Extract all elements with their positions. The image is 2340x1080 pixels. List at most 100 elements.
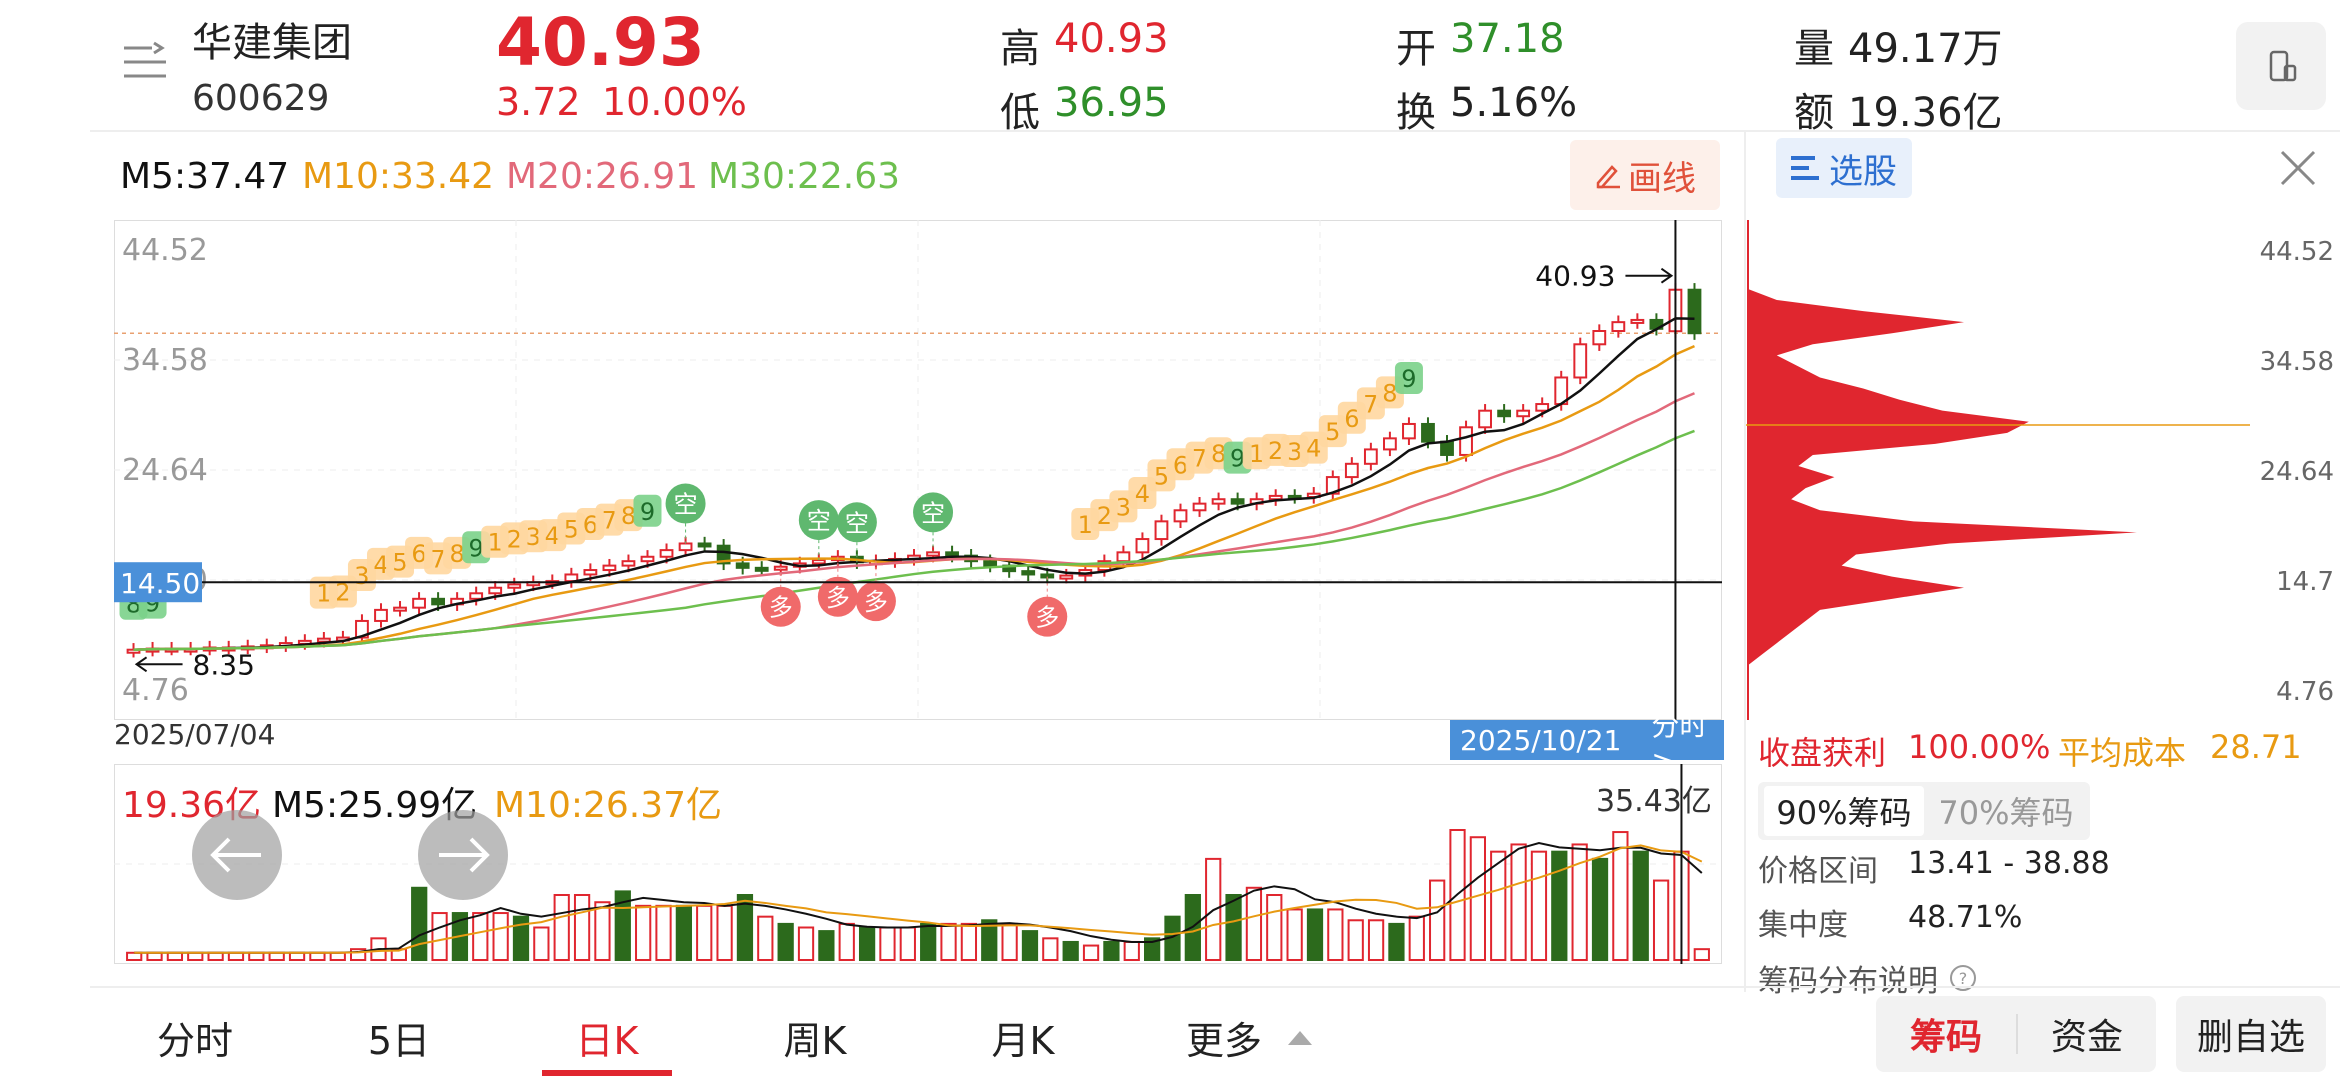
volume-bar: [736, 894, 754, 961]
chip-distribution-chart: 44.52 34.58 24.64 14.7 4.76: [1746, 220, 2334, 720]
tab-weekly-k[interactable]: 周K: [783, 1019, 847, 1063]
volume-chart[interactable]: [114, 764, 1722, 964]
volume-bar: [797, 926, 815, 961]
candle: [659, 549, 674, 558]
menu-icon[interactable]: [122, 40, 168, 84]
candle: [1116, 551, 1131, 563]
cursor-date-bar[interactable]: 2025/10/21 分时 >: [1450, 709, 1724, 777]
candlestick-chart[interactable]: 44.5234.5824.6414.704.768912345678912345…: [114, 220, 1722, 720]
xuangu-label: 选股: [1829, 151, 1897, 192]
candle: [412, 597, 426, 609]
tab-more[interactable]: 更多: [1160, 1010, 1340, 1065]
tab-70-chips[interactable]: 70%筹码: [1938, 794, 2074, 832]
signal-number: 6: [583, 511, 598, 539]
crosshair-price-bg: [114, 562, 202, 603]
volume-bar: [1510, 843, 1527, 961]
high-arrowhead: [1660, 267, 1674, 284]
candle: [1478, 409, 1492, 429]
arrow-left-icon: [210, 837, 261, 873]
volume-bar: [1144, 937, 1161, 961]
volume-bar: [1225, 894, 1242, 961]
duo-marker: [817, 576, 858, 617]
signal-number: 4: [373, 551, 388, 579]
scroll-right-button[interactable]: [418, 810, 508, 900]
avg-cost-value: 28.71: [2210, 728, 2302, 766]
candle: [1630, 318, 1645, 324]
draw-line-button[interactable]: 画线: [1570, 140, 1720, 210]
volume-bar: [1286, 908, 1303, 961]
candle: [1497, 409, 1512, 418]
signal-number: 5: [564, 515, 579, 543]
turnover-label: 换: [1396, 90, 1436, 136]
volume-bar: [696, 904, 713, 961]
help-icon: ?: [1950, 965, 1976, 991]
signal-number: 2: [335, 579, 350, 607]
volume-bar: [1062, 940, 1079, 961]
landscape-toggle-button[interactable]: [2236, 22, 2326, 110]
kong-marker: [798, 500, 839, 541]
low-value: 36.95: [1054, 80, 1169, 126]
volume-bar: [1388, 922, 1405, 961]
concentration-value: 48.71%: [1908, 900, 2023, 935]
tab-fenshi[interactable]: 分时: [156, 1019, 233, 1063]
signal-number: 8: [621, 502, 636, 530]
volume-bar: [858, 926, 876, 961]
signal-number: 2: [1097, 502, 1112, 530]
volume-ma5-line: [134, 841, 1703, 954]
candle: [355, 619, 369, 639]
candle: [1154, 520, 1169, 541]
volume-bar: [248, 951, 265, 961]
signal-badge: [633, 494, 662, 527]
candle: [1211, 498, 1226, 505]
volume-bar: [350, 948, 367, 962]
tab-monthly-k[interactable]: 月K: [991, 1019, 1055, 1063]
volume-m10: M10:26.37亿: [494, 785, 723, 826]
kong-label: 空: [921, 499, 945, 527]
tab-5day[interactable]: 5日: [367, 1019, 431, 1063]
signal-number: 8: [449, 540, 464, 568]
candle: [393, 606, 407, 612]
candle: [431, 597, 445, 606]
close-icon[interactable]: [2278, 148, 2318, 188]
volume-bar: [146, 951, 163, 961]
tab-more-label: 更多: [1185, 1019, 1262, 1063]
candle: [1135, 538, 1150, 554]
volume-bar: [1571, 843, 1588, 961]
high-marker-label: 40.93: [1535, 260, 1615, 293]
zijin-button[interactable]: 资金: [2050, 1017, 2123, 1058]
amount-label: 额: [1794, 90, 1834, 136]
candle: [469, 592, 484, 600]
tab-daily-k[interactable]: 日K: [575, 1019, 639, 1063]
cursor-fenshi-link[interactable]: 分时 >: [1651, 708, 1708, 777]
signal-number: 1: [1249, 440, 1264, 468]
candle: [374, 608, 388, 622]
candle: [1059, 574, 1074, 580]
delete-watchlist-button[interactable]: 删自选: [2176, 996, 2326, 1072]
candle: [1344, 462, 1359, 479]
volume-bar: [1245, 886, 1263, 961]
candle: [1687, 288, 1702, 335]
signal-number: 5: [392, 549, 407, 577]
signal-number: 3: [1287, 438, 1302, 466]
volume-bar: [309, 951, 326, 961]
xuangu-button[interactable]: 选股: [1776, 138, 1912, 198]
volume-bar: [899, 926, 916, 961]
signal-number: 8: [1211, 440, 1226, 468]
scroll-left-button[interactable]: [192, 810, 282, 900]
candle: [926, 551, 940, 557]
chouma-button[interactable]: 筹码: [1909, 1017, 1982, 1058]
stock-code: 600629: [192, 78, 330, 119]
signal-badge: [1394, 361, 1423, 394]
volume-bar: [431, 912, 448, 961]
volume-bar: [1042, 937, 1059, 961]
volume-bar: [981, 919, 998, 961]
volume-bar: [1693, 948, 1710, 962]
volume-bar: [472, 912, 489, 961]
volume-bar: [1021, 930, 1039, 962]
y-tick-label: 44.52: [122, 233, 208, 268]
signal-number: 3: [1116, 493, 1131, 521]
volume-ma10-line: [134, 844, 1703, 954]
tab-90-chips[interactable]: 90%筹码: [1764, 786, 1924, 836]
candle: [583, 569, 598, 576]
chip-explain-link[interactable]: 筹码分布说明 ?: [1758, 956, 1978, 1000]
